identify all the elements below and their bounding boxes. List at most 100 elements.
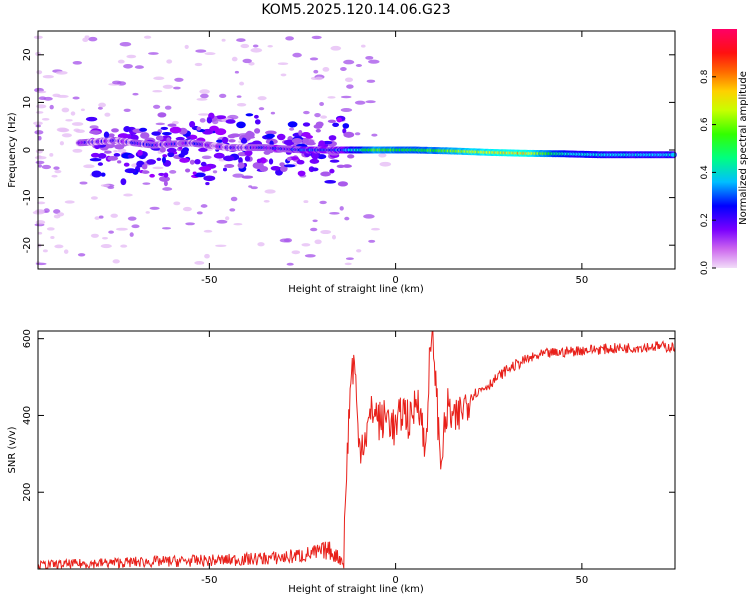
spectrogram-blob [337, 181, 349, 187]
spectrogram-blob [245, 113, 254, 117]
spectrogram-speckle [36, 70, 43, 75]
spectrogram-blob [162, 131, 172, 136]
colorbar-label: Normalized spectral amplitude [738, 71, 749, 225]
spectrogram-blob [336, 164, 345, 169]
spectrogram-speckle [113, 150, 118, 153]
spectrogram-blob [240, 138, 248, 144]
spectrogram-speckle [100, 184, 110, 187]
spectrogram-speckle [61, 107, 70, 113]
spectrogram-blob [246, 130, 253, 135]
spectrogram-speckle [200, 204, 208, 208]
spectrogram-blob [224, 164, 235, 168]
spectrogram-speckle [303, 110, 310, 115]
spectrogram-speckle [43, 208, 50, 213]
spectrogram-speckle [161, 227, 172, 230]
spectrogram-blob [309, 158, 320, 164]
spectrogram-blob [141, 163, 148, 170]
bottom-x-axis-label: Height of straight line (km) [288, 584, 424, 595]
spectrogram-speckle [360, 44, 366, 48]
spectrogram-speckle [153, 104, 161, 109]
spectrogram-speckle [343, 59, 355, 65]
spectrogram-speckle [199, 118, 206, 123]
spectrogram-speckle [43, 96, 53, 101]
spectrogram-blob [192, 171, 197, 175]
spectrogram-blob [155, 135, 164, 141]
top-y-tick-label: -20 [22, 237, 33, 253]
spectrogram-speckle [97, 106, 103, 110]
spectrogram-speckle [196, 211, 203, 215]
spectrogram-speckle [82, 37, 89, 43]
spectrogram-speckle [53, 166, 60, 170]
spectrogram-speckle [65, 119, 73, 122]
spectrogram-speckle [277, 62, 289, 65]
spectrogram-blob [225, 119, 236, 124]
spectrogram-blob [256, 158, 262, 164]
spectrogram-blob [227, 134, 236, 139]
colorbar-tick-label: 0.4 [700, 165, 710, 180]
spectrogram-blob [160, 126, 169, 130]
spectrogram-speckle [346, 84, 354, 89]
spectrogram-speckle [230, 196, 238, 202]
spectrogram-speckle [327, 96, 336, 99]
spectrogram-blob [163, 172, 169, 178]
spectrogram-speckle [267, 45, 273, 48]
spectrogram-blob [141, 170, 150, 174]
spectrogram-speckle [370, 227, 381, 231]
snr-background [38, 331, 675, 569]
spectrogram-speckle [49, 104, 54, 110]
spectrogram-speckle [231, 56, 238, 62]
spectrogram-blob [221, 136, 229, 144]
spectrogram-speckle [285, 36, 294, 41]
spectrogram-blob [297, 170, 306, 177]
spectrogram-speckle [314, 76, 324, 81]
spectrogram-speckle [365, 55, 374, 60]
spectrogram-speckle [319, 101, 324, 107]
spectrogram-speckle [59, 141, 64, 146]
spectrogram-speckle [162, 187, 173, 191]
spectrogram-speckle [366, 79, 376, 83]
spectrogram-speckle [258, 107, 265, 111]
spectrogram-speckle [232, 173, 245, 178]
spectrogram-blob [327, 119, 336, 124]
spectrogram-blob [113, 153, 121, 157]
spectrogram-speckle [171, 120, 179, 125]
snr-series-line [37, 330, 676, 570]
bottom-y-tick-label: 400 [22, 406, 33, 425]
spectrogram-speckle [340, 107, 353, 113]
colorbar-gradient [712, 29, 737, 268]
snr-panel: -50 0 50 200 400 600 Height of straight line … [7, 329, 676, 595]
spectrogram-blob [100, 172, 106, 177]
colorbar-ticks: 0.0 0.2 0.4 0.6 0.8 [700, 69, 716, 275]
spectrogram-blob [254, 128, 261, 134]
spectrogram-blob [254, 119, 261, 125]
spectrogram-speckle [200, 93, 209, 99]
top-x-tick-label: -50 [201, 275, 217, 286]
spectrogram-blob [209, 125, 219, 131]
spectrogram-speckle [194, 62, 203, 67]
figure-title: KOM5.2025.120.14.06.G23 [261, 2, 450, 18]
spectrogram-blob [158, 172, 165, 176]
spectrogram-speckle [329, 212, 340, 215]
spectrogram-blob [189, 121, 196, 128]
spectrogram-speckle [34, 130, 44, 135]
spectrogram-speckle [145, 211, 150, 214]
bottom-x-tick-label: -50 [201, 575, 217, 586]
spectrogram-speckle [314, 113, 321, 118]
spectrogram-speckle [119, 41, 132, 47]
spectrogram-speckle [50, 235, 55, 240]
spectrogram-speckle [252, 44, 259, 48]
spectrogram-speckle [344, 77, 354, 83]
spectrogram-blob [311, 152, 319, 160]
spectrogram-speckle [58, 128, 70, 133]
colorbar-tick-label: 0.2 [700, 213, 710, 227]
spectrogram-speckle [216, 219, 228, 224]
spectrogram-speckle [248, 61, 255, 66]
spectrogram-blob [199, 166, 212, 172]
spectrogram-speckle [127, 216, 137, 221]
spectrogram-speckle [365, 100, 376, 104]
spectrogram-blob [279, 165, 288, 173]
spectrogram-speckle [53, 209, 61, 214]
spectrogram-speckle [41, 164, 52, 170]
spectrogram-speckle [339, 206, 344, 211]
spectrogram-blob [180, 148, 189, 156]
